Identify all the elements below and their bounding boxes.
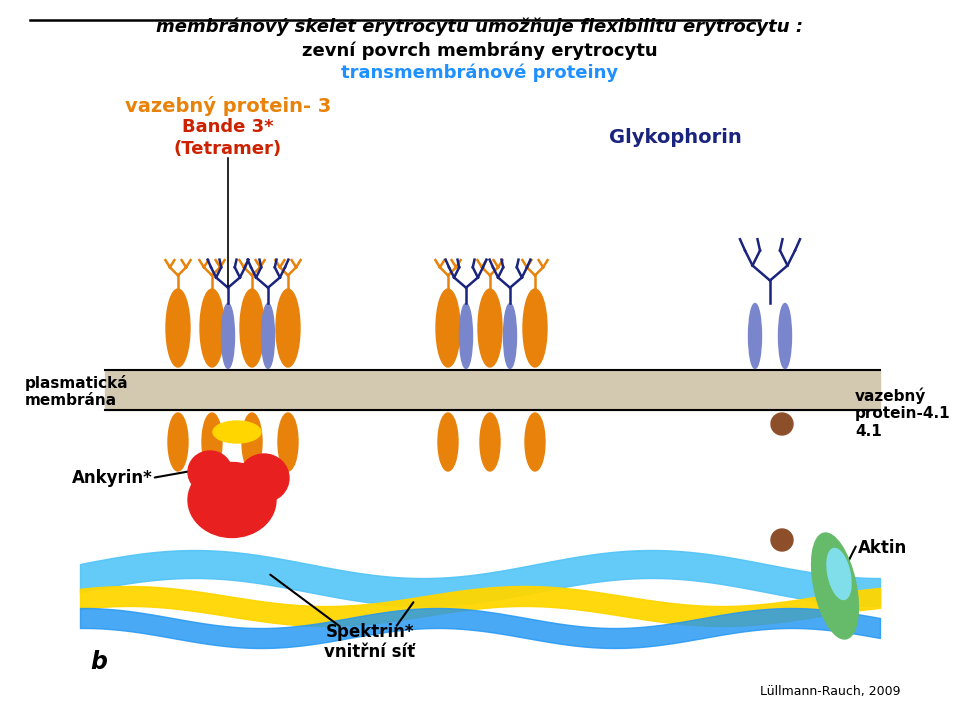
- Bar: [105, 370, 880, 410]
- Ellipse shape: [480, 413, 500, 471]
- Ellipse shape: [239, 454, 289, 502]
- Ellipse shape: [503, 303, 516, 368]
- Ellipse shape: [166, 289, 190, 367]
- Ellipse shape: [168, 413, 188, 471]
- Text: vazebný: vazebný: [855, 388, 926, 405]
- Ellipse shape: [188, 451, 232, 493]
- Text: vnitřní síť: vnitřní síť: [324, 643, 416, 661]
- Text: Bande 3*: Bande 3*: [182, 118, 274, 136]
- Ellipse shape: [779, 303, 791, 368]
- Circle shape: [771, 529, 793, 551]
- Text: membrána: membrána: [25, 393, 117, 408]
- Text: protein-4.1: protein-4.1: [855, 406, 950, 421]
- Ellipse shape: [200, 289, 224, 367]
- Text: (Tetramer): (Tetramer): [174, 140, 282, 158]
- Ellipse shape: [436, 289, 460, 367]
- Text: vazebný protein- 3: vazebný protein- 3: [125, 96, 331, 116]
- Ellipse shape: [213, 421, 261, 443]
- Text: Lüllmann-Rauch, 2009: Lüllmann-Rauch, 2009: [759, 686, 900, 698]
- Ellipse shape: [242, 413, 262, 471]
- Ellipse shape: [827, 548, 852, 600]
- Text: Glykophorin: Glykophorin: [609, 128, 741, 147]
- Text: Ankyrin*: Ankyrin*: [72, 469, 153, 487]
- Ellipse shape: [261, 303, 275, 368]
- Ellipse shape: [438, 413, 458, 471]
- Text: transmembránové proteiny: transmembránové proteiny: [342, 64, 618, 82]
- Ellipse shape: [278, 413, 298, 471]
- Text: Aktin: Aktin: [858, 539, 907, 557]
- Ellipse shape: [525, 413, 545, 471]
- Ellipse shape: [523, 289, 547, 367]
- Ellipse shape: [811, 533, 858, 639]
- Text: zevní povrch membrány erytrocytu: zevní povrch membrány erytrocytu: [302, 42, 658, 61]
- Text: plasmatická: plasmatická: [25, 375, 129, 391]
- Ellipse shape: [460, 303, 472, 368]
- Text: membránový skelet erytrocytu umožňuje flexibilitu erytrocytu :: membránový skelet erytrocytu umožňuje fl…: [156, 18, 804, 37]
- Text: 4.1: 4.1: [855, 424, 881, 439]
- Ellipse shape: [202, 413, 222, 471]
- Ellipse shape: [276, 289, 300, 367]
- Ellipse shape: [188, 463, 276, 537]
- Ellipse shape: [240, 289, 264, 367]
- Ellipse shape: [222, 303, 234, 368]
- Ellipse shape: [478, 289, 502, 367]
- Circle shape: [771, 413, 793, 435]
- Ellipse shape: [749, 303, 761, 368]
- Text: Spektrin*: Spektrin*: [325, 623, 415, 641]
- Text: b: b: [90, 650, 107, 674]
